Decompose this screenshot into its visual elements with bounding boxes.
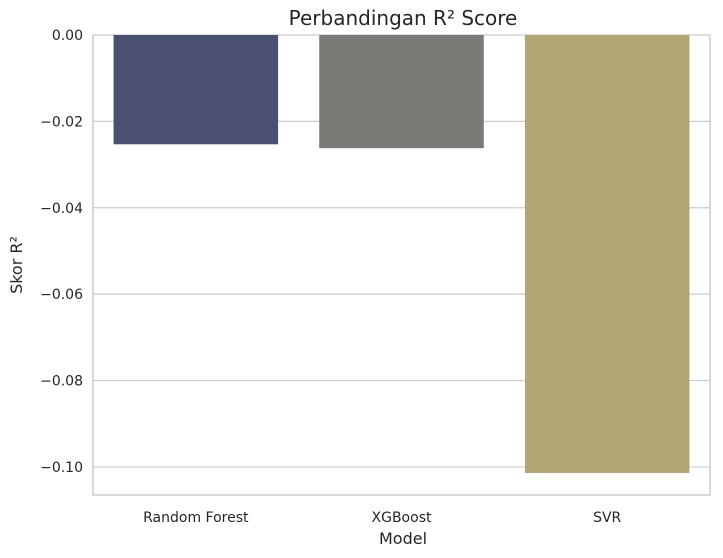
y-tick-label: −0.02 bbox=[40, 114, 83, 130]
x-tick-label: Random Forest bbox=[143, 510, 249, 526]
y-tick-label: −0.10 bbox=[40, 460, 83, 476]
bar-xgboost bbox=[319, 35, 484, 149]
bar-svr bbox=[524, 35, 690, 473]
chart-title: Perbandingan R² Score bbox=[289, 6, 518, 30]
x-tick-label: XGBoost bbox=[372, 510, 432, 526]
y-tick-label: −0.06 bbox=[40, 287, 83, 303]
x-axis-label: Model bbox=[379, 529, 427, 548]
plot-frame bbox=[92, 35, 711, 496]
y-tick-label: −0.04 bbox=[40, 201, 83, 217]
x-tick-labels: Random Forest XGBoost SVR bbox=[143, 510, 621, 526]
bars bbox=[113, 35, 690, 473]
x-tick-label: SVR bbox=[593, 510, 621, 526]
y-tick-label: −0.08 bbox=[40, 374, 83, 390]
y-tick-labels: 0.00 −0.02 −0.04 −0.06 −0.08 −0.10 bbox=[40, 28, 83, 476]
bar-random-forest bbox=[113, 35, 279, 145]
y-axis-label: Skor R² bbox=[7, 236, 26, 294]
y-tick-label: 0.00 bbox=[52, 28, 83, 44]
